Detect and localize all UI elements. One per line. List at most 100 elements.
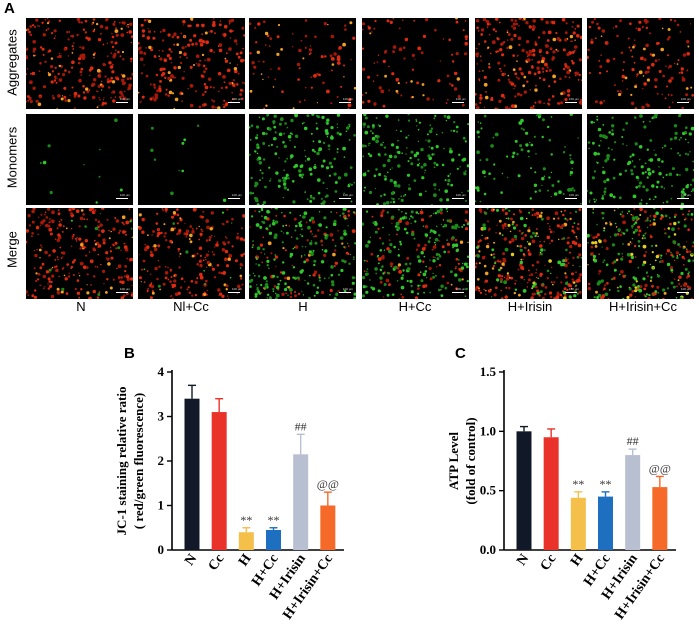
scale-bar-label: 100 μm	[568, 97, 579, 101]
y-tick-label: 3	[158, 409, 165, 424]
scale-bar-label: 100 μm	[455, 287, 466, 291]
category-label: N	[514, 552, 532, 569]
column-label: N	[76, 299, 86, 314]
micrograph-tile: 100 μm	[475, 208, 582, 299]
y-tick-label: 0	[158, 542, 165, 557]
bar	[625, 455, 641, 550]
panel-c-letter: C	[455, 345, 466, 362]
micrograph-tile: 100 μm	[26, 208, 133, 299]
scale-bar-label: 100 μm	[119, 193, 130, 197]
bar	[238, 532, 254, 550]
column-label: H+Irisin	[507, 299, 553, 314]
scale-bar-label: 100 μm	[680, 97, 691, 101]
scale-bar-label: 100 μm	[455, 193, 466, 197]
category-label: N	[182, 552, 200, 569]
bar	[266, 529, 281, 550]
significance-mark: **	[600, 477, 612, 491]
scale-bar-label: 100 μm	[342, 193, 353, 197]
scale-bar	[452, 292, 464, 293]
bar	[543, 437, 559, 550]
micrograph-tile: 100 μm	[249, 18, 356, 109]
scale-bar	[228, 102, 240, 103]
micrograph-tile: 100 μm	[138, 18, 245, 109]
significance-mark: @@	[317, 477, 339, 491]
y-tick-label: 4	[158, 364, 165, 379]
y-tick-label: 1	[158, 498, 165, 513]
scale-bar	[565, 102, 577, 103]
y-axis-label: JC-1 staining relative ratio	[114, 387, 129, 536]
scale-bar-label: 100 μm	[680, 193, 691, 197]
significance-mark: **	[240, 513, 252, 527]
scale-bar-label: 100 μm	[231, 193, 242, 197]
scale-bar	[452, 198, 464, 199]
row-label-aggregates: Aggregates	[4, 29, 20, 96]
scale-bar	[677, 102, 689, 103]
column-label: Nl+Cc	[173, 299, 209, 314]
scale-bar-label: 100 μm	[231, 287, 242, 291]
micrograph-tile: 100 μm	[587, 208, 694, 299]
scale-bar-label: 100 μm	[119, 97, 130, 101]
micrograph-tile: 100 μm	[138, 208, 245, 299]
scale-bar	[677, 198, 689, 199]
column-label: H	[298, 299, 308, 314]
scale-bar	[565, 198, 577, 199]
significance-mark: **	[268, 513, 280, 527]
scale-bar-label: 100 μm	[342, 287, 353, 291]
row-label-merge: Merge	[4, 231, 20, 268]
scale-bar-label: 100 μm	[568, 193, 579, 197]
micrograph-tile: 100 μm	[587, 114, 694, 205]
category-label: Cc	[206, 552, 228, 574]
category-label: Cc	[538, 552, 560, 574]
y-tick-label: 0.0	[480, 542, 496, 557]
micrograph-tile: 100 μm	[362, 114, 469, 205]
micrograph-tile: 100 μm	[475, 18, 582, 109]
bar	[652, 487, 668, 550]
y-axis-label: (fold of control)	[463, 417, 478, 504]
scale-bar-label: 100 μm	[342, 97, 353, 101]
micrograph-tile: 100 μm	[475, 114, 582, 205]
scale-bar-label: 100 μm	[680, 287, 691, 291]
scale-bar	[565, 292, 577, 293]
scale-bar	[339, 292, 351, 293]
bar	[516, 431, 532, 550]
scale-bar-label: 100 μm	[231, 97, 242, 101]
bar	[320, 505, 336, 550]
significance-mark: **	[572, 477, 584, 491]
y-tick-label: 2	[158, 453, 165, 468]
scale-bar	[116, 198, 128, 199]
column-label: H+Cc	[398, 299, 432, 314]
scale-bar	[228, 292, 240, 293]
scale-bar-label: 100 μm	[568, 287, 579, 291]
column-label: H+Irisin+Cc	[609, 299, 677, 314]
y-tick-label: 0.5	[480, 483, 497, 498]
bar	[211, 412, 227, 550]
panel-b-letter: B	[124, 345, 135, 362]
scale-bar	[677, 292, 689, 293]
scale-bar	[116, 292, 128, 293]
scale-bar	[228, 198, 240, 199]
micrograph-tile: 100 μm	[249, 114, 356, 205]
scale-bar	[339, 102, 351, 103]
micrograph-tile: 100 μm	[249, 208, 356, 299]
category-label: H	[568, 552, 587, 570]
micrograph-tile: 100 μm	[26, 114, 133, 205]
bar	[184, 398, 200, 550]
bar	[293, 454, 309, 550]
y-axis-label: ( red/green fluorescence)	[131, 393, 146, 529]
y-tick-label: 1.0	[480, 423, 496, 438]
micrograph-tile: 100 μm	[362, 18, 469, 109]
significance-mark: ##	[295, 419, 307, 433]
micrograph-tile: 100 μm	[138, 114, 245, 205]
significance-mark: ##	[627, 434, 639, 448]
micrograph-tile: 100 μm	[362, 208, 469, 299]
y-tick-label: 1.5	[480, 364, 497, 379]
row-label-monomers: Monomers	[4, 126, 20, 189]
y-axis-label: ATP Level	[446, 432, 461, 490]
scale-bar	[339, 198, 351, 199]
scale-bar	[116, 102, 128, 103]
micrograph-tile: 100 μm	[587, 18, 694, 109]
significance-mark: @@	[649, 461, 671, 475]
chart-b: 0 1 2 3 4 JC-1 staining relative ratio( red/g…	[114, 364, 344, 622]
bar	[598, 496, 613, 550]
bar	[570, 497, 586, 550]
